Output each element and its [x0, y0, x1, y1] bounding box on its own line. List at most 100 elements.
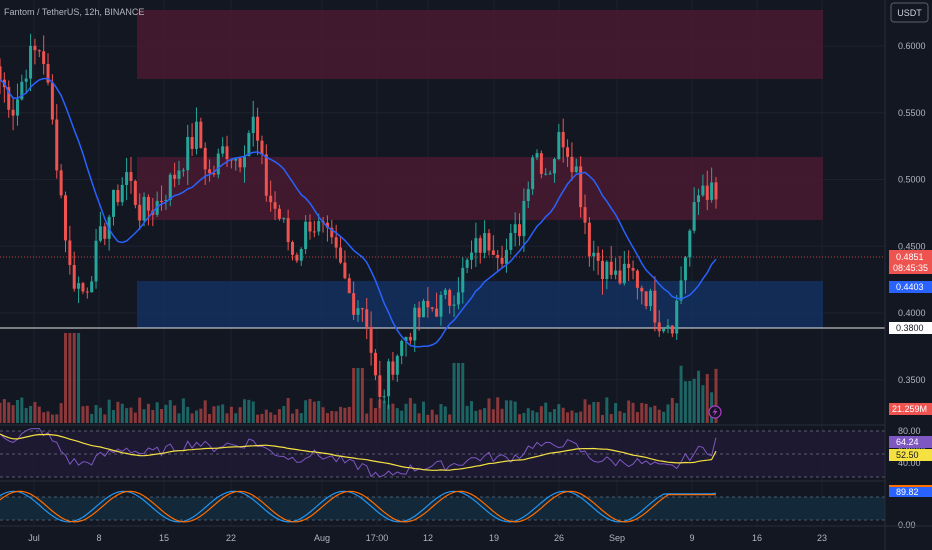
- candle-body: [63, 195, 67, 241]
- volume-bar: [63, 333, 67, 423]
- last-price-value: 0.4851: [896, 252, 924, 262]
- candle-body: [194, 121, 198, 149]
- candle-body: [448, 289, 452, 306]
- ma-badge: 0.4403: [889, 281, 932, 293]
- candle-body: [452, 304, 456, 306]
- candle-body: [404, 336, 408, 341]
- candle-body: [177, 170, 181, 179]
- volume-bar: [640, 402, 644, 423]
- candle-body: [142, 196, 146, 221]
- volume-bar: [225, 413, 229, 423]
- candle-body: [683, 257, 687, 281]
- volume-bar: [378, 399, 382, 423]
- volume-bar: [264, 409, 268, 423]
- time-tick-label: 23: [817, 533, 827, 543]
- candle-body: [387, 361, 391, 397]
- volume-bar: [452, 363, 456, 423]
- support-zone: [137, 281, 823, 328]
- candle-body: [378, 375, 382, 397]
- volume-bar: [304, 400, 308, 423]
- rsi-tick-label: 40.00: [898, 458, 921, 468]
- volume-bar: [151, 410, 155, 423]
- bolt-icon[interactable]: [708, 405, 722, 419]
- candle-body: [592, 252, 596, 257]
- volume-bar: [679, 365, 683, 423]
- volume-bar: [55, 414, 59, 423]
- volume-bar: [46, 411, 50, 423]
- time-tick-label: 8: [96, 533, 101, 543]
- candle-body: [304, 221, 308, 250]
- volume-bar: [697, 370, 701, 423]
- candle-body: [273, 202, 277, 209]
- candle-body: [574, 166, 578, 173]
- candle-body: [173, 174, 177, 179]
- candle-body: [518, 224, 522, 237]
- volume-bar: [662, 411, 666, 423]
- volume-bar: [395, 408, 399, 423]
- volume-bar: [269, 412, 273, 423]
- currency-button[interactable]: USDT: [890, 2, 929, 23]
- volume-bar: [295, 409, 299, 423]
- candle-body: [369, 326, 373, 353]
- stoch-d-line: [0, 490, 716, 523]
- volume-bar: [583, 399, 587, 423]
- support-badge: 0.3800: [889, 322, 932, 334]
- volume-bar: [273, 414, 277, 423]
- currency-button-label[interactable]: USDT: [897, 8, 922, 18]
- volume-bar: [194, 410, 198, 423]
- candle-body: [291, 241, 295, 255]
- volume-bar: [609, 413, 613, 423]
- volume-bar: [343, 407, 347, 423]
- ma-value: 0.4403: [896, 282, 924, 292]
- volume-bar: [29, 405, 33, 423]
- candle-body: [365, 309, 369, 327]
- volume-bar: [653, 405, 657, 423]
- time-tick-label: 12: [423, 533, 433, 543]
- volume-bar: [369, 398, 373, 423]
- volume-badge: 21.259M: [889, 403, 932, 415]
- volume-bar: [42, 412, 46, 423]
- candle-body: [526, 189, 530, 202]
- volume-bar: [216, 405, 220, 423]
- candle-body: [522, 201, 526, 237]
- candle-body: [500, 257, 504, 264]
- volume-bar: [421, 401, 425, 423]
- candle-body: [339, 247, 343, 263]
- volume-bar: [177, 413, 181, 423]
- candle-body: [203, 147, 207, 170]
- volume-bar: [107, 399, 111, 423]
- candle-body: [552, 159, 556, 174]
- candle-body: [55, 119, 59, 171]
- candle-body: [334, 237, 338, 248]
- candle-body: [94, 240, 98, 282]
- candle-body: [221, 146, 225, 154]
- volume-bar: [247, 399, 251, 423]
- volume-bar: [500, 408, 504, 423]
- volume-bar: [229, 406, 233, 423]
- volume-bar: [94, 405, 98, 423]
- candle-body: [443, 289, 447, 295]
- candle-body: [181, 170, 185, 172]
- volume-bar: [317, 400, 321, 423]
- candle-body: [430, 307, 434, 309]
- candle-body: [129, 172, 133, 181]
- volume-bar: [496, 397, 500, 423]
- candle-body: [242, 156, 246, 168]
- candle-body: [544, 173, 548, 175]
- candle-body: [435, 308, 439, 317]
- volume-bar: [308, 398, 312, 423]
- candle-body: [133, 180, 137, 205]
- candle-body: [33, 45, 37, 51]
- stoch-value: 89.82: [896, 487, 919, 497]
- candle-body: [705, 185, 709, 200]
- volume-bar: [657, 409, 661, 423]
- candle-body: [125, 172, 129, 185]
- candle-body: [487, 233, 491, 251]
- candle-body: [238, 158, 242, 168]
- candle-body: [666, 325, 670, 329]
- volume-bar: [566, 412, 570, 423]
- candle-body: [657, 322, 661, 332]
- volume-bar: [605, 397, 609, 423]
- volume-bar: [535, 412, 539, 423]
